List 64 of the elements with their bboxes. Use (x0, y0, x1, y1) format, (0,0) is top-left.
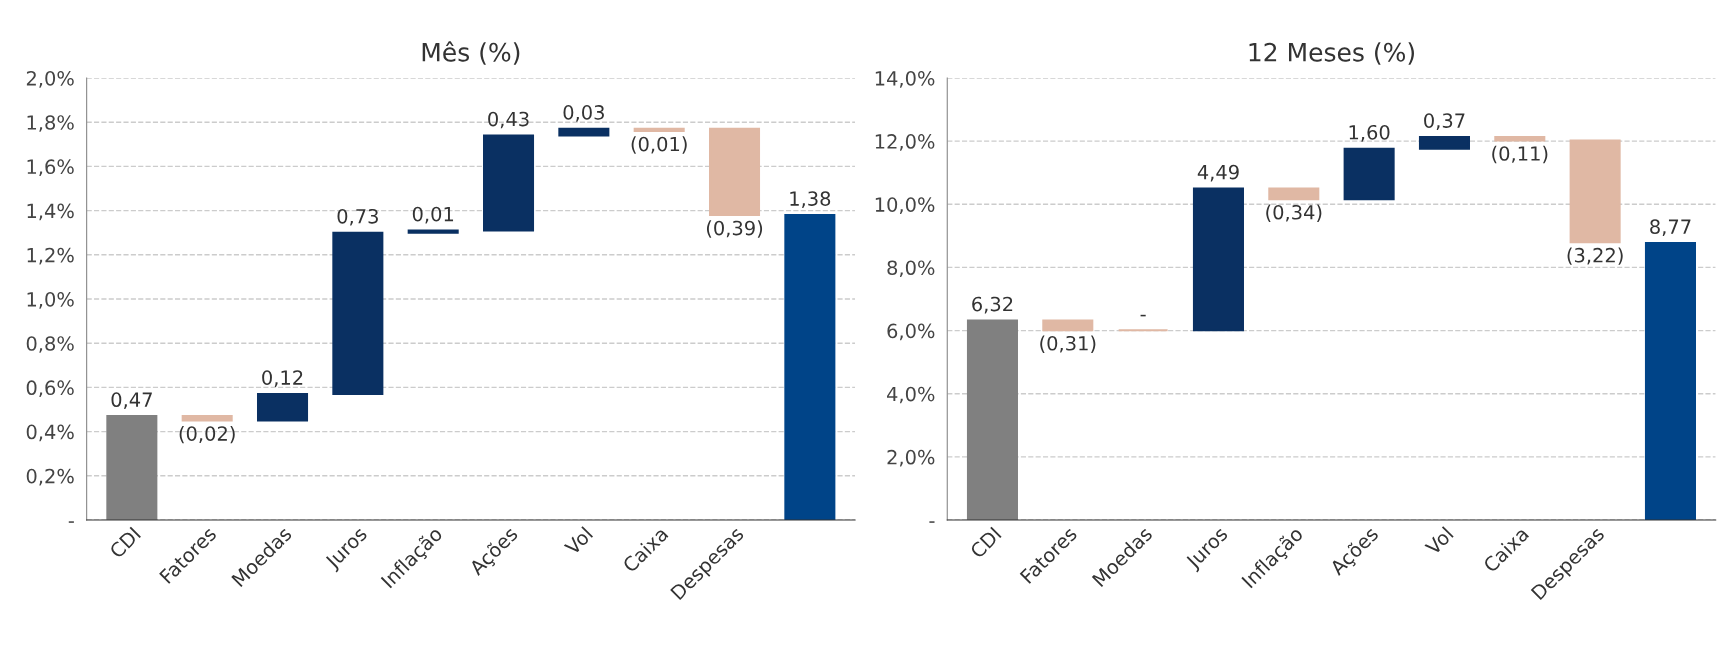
data-label: 0,01 (412, 206, 454, 224)
data-label: (3,22) (1567, 247, 1623, 265)
y-tick-label: - (929, 521, 935, 523)
data-label: 0,03 (563, 105, 604, 122)
bar (181, 415, 233, 422)
data-label: 6,32 (972, 296, 1013, 314)
x-tick-label: CDI (969, 526, 1002, 559)
bar (558, 127, 610, 137)
y-tick-label: 1,6% (27, 159, 74, 177)
data-label: 0,47 (111, 392, 152, 410)
bar (1569, 139, 1621, 244)
bar (1644, 242, 1696, 520)
bar (106, 415, 158, 520)
data-label: (0,02) (179, 425, 235, 444)
y-tick-label: 1,8% (27, 115, 74, 132)
bar (1042, 319, 1094, 332)
x-tick-label: Vol (563, 526, 594, 556)
y-tick-label: 2,0% (26, 70, 74, 88)
bar (1343, 147, 1395, 201)
y-tick-label: 1,2% (27, 247, 74, 265)
bar (1192, 187, 1244, 332)
y-tick-label: 4,0% (887, 386, 935, 404)
y-tick-label: 12,0% (875, 134, 935, 151)
x-tick-label: CDI (108, 526, 142, 559)
x-tick-label: Vol (1424, 526, 1454, 556)
y-tick-label: 0,2% (26, 468, 74, 486)
y-tick-label: 0,8% (26, 336, 74, 353)
data-label: 0,12 (262, 370, 303, 387)
bar (1494, 136, 1546, 142)
y-tick-label: 6,0% (887, 323, 935, 341)
bar (1268, 187, 1320, 201)
y-tick-label: 0,4% (26, 424, 74, 442)
bar (407, 229, 459, 234)
data-label: (0,11) (1492, 145, 1548, 164)
bar (1418, 136, 1470, 150)
data-label: - (1140, 314, 1146, 317)
data-label: (0,01) (631, 136, 687, 154)
y-tick-label: 2,0% (887, 449, 935, 467)
bar (483, 134, 535, 232)
y-tick-label: 10,0% (875, 197, 935, 214)
y-tick-label: 0,6% (26, 380, 74, 398)
y-tick-label: 8,0% (887, 260, 935, 278)
data-label: 1,60 (1349, 124, 1390, 142)
data-label: (0,31) (1040, 335, 1096, 353)
bar (332, 231, 384, 396)
data-label: (0,34) (1266, 204, 1322, 222)
data-label: (0,39) (706, 220, 763, 238)
bar (784, 213, 836, 520)
bar (633, 127, 685, 133)
data-label: 1,38 (790, 191, 831, 208)
chart-title: Mês (%) (422, 41, 520, 65)
y-tick-label: 14,0% (875, 70, 935, 88)
data-label: 4,49 (1197, 164, 1239, 182)
bar (966, 319, 1018, 520)
data-label: 8,77 (1650, 219, 1691, 237)
y-tick-label: - (68, 521, 74, 523)
y-tick-label: 1,4% (27, 203, 74, 221)
bar (709, 127, 761, 217)
chart-title: 12 Meses (%) (1249, 42, 1414, 65)
y-tick-label: 1,0% (27, 291, 74, 309)
data-label: 0,43 (488, 111, 529, 129)
data-label: 0,73 (337, 208, 378, 226)
data-label: 0,37 (1424, 113, 1465, 130)
bar (256, 392, 309, 422)
